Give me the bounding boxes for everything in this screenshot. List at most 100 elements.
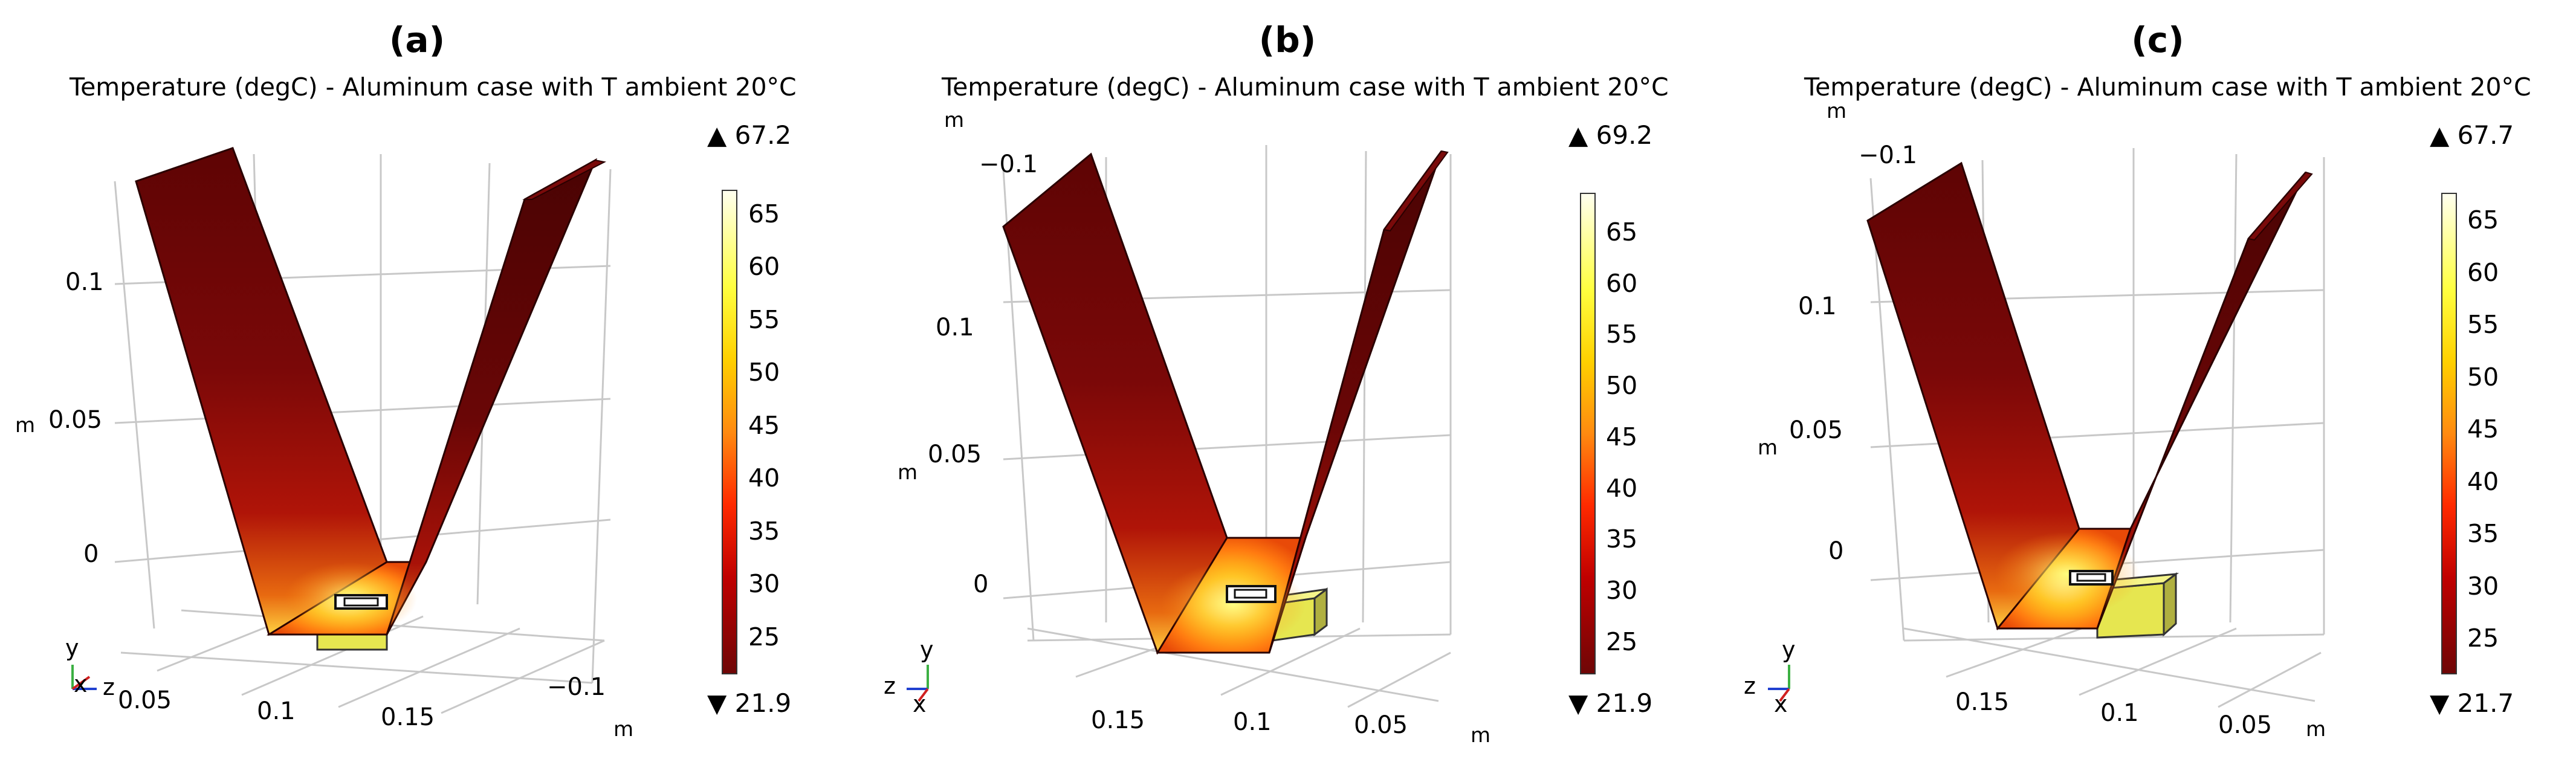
tick-label: −0.1	[979, 150, 1038, 178]
colorbar-tick: 60	[2467, 258, 2499, 287]
component-block-side	[1313, 587, 1328, 636]
colorbar-tick: 65	[748, 199, 780, 228]
axis-tick-labels: 0.1 0.05 0 0.05 0.1 0.15 −0.1 m m	[15, 268, 633, 741]
colorbar-tick: 50	[2467, 363, 2499, 392]
triad-label: x	[1774, 691, 1788, 717]
colorbar-tick: 55	[2467, 310, 2499, 339]
colorbar-tick: 50	[748, 358, 780, 387]
colorbar-tick: 60	[1606, 269, 1637, 298]
tick-label: 0.05	[1789, 416, 1843, 444]
colorbar-min: ▼ 21.9	[707, 688, 791, 718]
colorbar-tick: 45	[748, 411, 780, 440]
panel-b: (b) Temperature (degC) - Aluminum case w…	[884, 19, 1669, 748]
right-wall-top-edge	[2247, 171, 2313, 241]
triad-label: z	[1744, 673, 1756, 699]
axis-tick-labels: m −0.1 0.1 0.05 0 m 0.15 0.1 0.05 m	[1758, 99, 2326, 741]
tick-label: 0.1	[2100, 699, 2139, 727]
colorbar-tick: 30	[1606, 576, 1637, 605]
axis-triad: y z x	[884, 636, 934, 717]
colorbar-tick: 40	[748, 463, 780, 493]
tick-label: 0.05	[928, 441, 982, 468]
right-wall-top-edge	[1383, 150, 1449, 232]
axis-unit: m	[898, 460, 917, 485]
colorbar-tick: 30	[748, 569, 780, 598]
left-wall	[1002, 152, 1228, 655]
tick-label: −0.1	[1859, 141, 1917, 169]
triad-label: z	[884, 673, 896, 699]
triad-label: x	[74, 671, 88, 697]
tick-label: 0	[973, 570, 988, 598]
colorbar-tick: 60	[748, 252, 780, 281]
colorbar-min: ▼ 21.7	[2430, 688, 2514, 718]
hotspot-glow	[1995, 532, 2140, 616]
triad-label: z	[103, 674, 115, 700]
left-wall	[1866, 161, 2080, 631]
triad-label: y	[1782, 636, 1796, 663]
plot-title: Temperature (degC) - Aluminum case with …	[69, 73, 797, 102]
axis-unit: m	[944, 108, 964, 132]
colorbar-tick: 55	[748, 305, 780, 334]
colorbar-tick: 45	[1606, 422, 1637, 451]
chip-component	[334, 594, 388, 610]
axis-tick-labels: m −0.1 0.1 0.05 0 m 0.15 0.1 0.05 m	[898, 108, 1490, 748]
triad-label: y	[65, 635, 79, 661]
left-wall	[135, 147, 388, 636]
colorbar-tick: 25	[1606, 627, 1637, 656]
colorbar-tick: 35	[748, 517, 780, 546]
axis-unit: m	[1827, 99, 1846, 123]
component-block-side	[2163, 572, 2177, 637]
axis-unit: m	[15, 413, 35, 438]
colorbar-tick: 40	[2467, 467, 2499, 496]
tick-label: 0.15	[381, 703, 435, 731]
colorbar-min: ▼ 21.9	[1568, 688, 1652, 718]
right-wall	[386, 158, 598, 635]
colorbar-tick: 50	[1606, 371, 1637, 400]
tick-label: 0	[1828, 537, 1843, 565]
axis-unit: m	[1471, 723, 1490, 748]
tick-label: 0.15	[1955, 688, 2009, 716]
plot-title: Temperature (degC) - Aluminum case with …	[941, 73, 1669, 102]
colorbar-max: ▲ 69.2	[1568, 120, 1652, 150]
panel-label: (b)	[1259, 19, 1316, 60]
tick-label: −0.1	[547, 673, 606, 701]
axis-triad: y z x	[1744, 636, 1796, 717]
tick-label: 0.05	[118, 686, 172, 714]
colorbar-tick: 45	[2467, 415, 2499, 444]
tick-label: 0.05	[48, 406, 102, 434]
tick-label: 0.1	[1798, 292, 1837, 320]
right-wall-top-edge	[522, 159, 606, 200]
axis-triad: y x z	[65, 635, 115, 700]
tick-label: 0.1	[65, 268, 104, 296]
colorbar: ▲ 69.2 65 60 55 50 45 40 35 30 25 ▼ 21.9	[1568, 120, 1652, 718]
colorbar-tick: 55	[1606, 320, 1637, 349]
axis-unit: m	[1758, 436, 1778, 460]
component-block	[316, 633, 388, 651]
tick-label: 0.1	[1233, 708, 1272, 736]
axis-unit: m	[613, 717, 633, 741]
colorbar-tick: 25	[2467, 624, 2499, 653]
colorbar-tick: 40	[1606, 474, 1637, 503]
tick-label: 0.15	[1091, 706, 1145, 734]
colorbar: ▲ 67.7 65 60 55 50 45 40 35 30 25 ▼ 21.7	[2430, 120, 2514, 718]
colorbar: ▲ 67.2 65 60 55 50 45 40 35 30 25 ▼ 21.9	[707, 120, 791, 718]
tick-label: 0.05	[1354, 711, 1408, 739]
colorbar-tick: 25	[748, 622, 780, 651]
tick-label: 0.1	[257, 697, 296, 725]
right-wall	[1268, 150, 1443, 653]
chip-component	[1226, 585, 1277, 603]
colorbar-tick: 65	[1606, 218, 1637, 247]
tick-label: 0.05	[2218, 711, 2272, 739]
colorbar-max: ▲ 67.7	[2430, 120, 2514, 150]
hotspot-glow	[1160, 562, 1306, 647]
plot-title: Temperature (degC) - Aluminum case with …	[1804, 73, 2531, 102]
panel-a: (a) Temperature (degC) - Aluminum case w…	[15, 19, 797, 741]
colorbar-tick: 65	[2467, 205, 2499, 234]
panel-label: (c)	[2131, 19, 2184, 60]
panel-c: (c) Temperature (degC) - Aluminum case w…	[1744, 19, 2531, 741]
triad-label: y	[920, 636, 934, 663]
panel-label: (a)	[389, 19, 445, 60]
axis-unit: m	[2306, 717, 2326, 741]
tick-label: 0.1	[936, 314, 974, 341]
colorbar-tick: 30	[2467, 572, 2499, 601]
